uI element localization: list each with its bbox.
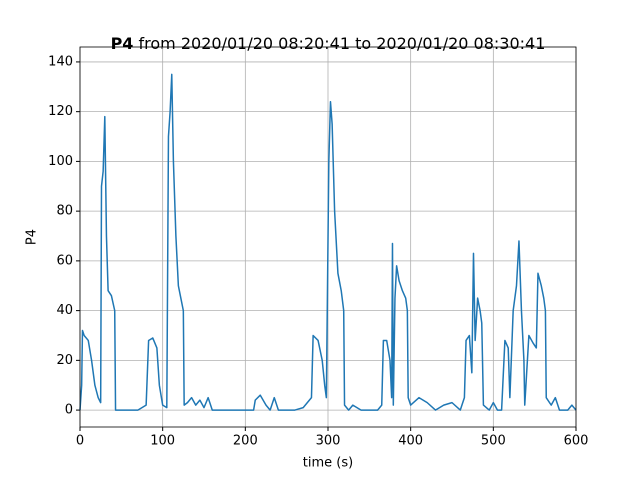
y-tick-label: 0 bbox=[65, 403, 73, 418]
data-line bbox=[79, 73, 577, 411]
x-tick-label: 0 bbox=[76, 434, 84, 449]
x-axis-label: time (s) bbox=[303, 456, 353, 471]
chart-title: P4 from 2020/01/20 08:20:41 to 2020/01/2… bbox=[111, 34, 546, 53]
x-tick-label: 500 bbox=[481, 434, 506, 449]
x-tick-label: 200 bbox=[233, 434, 258, 449]
x-tick-label: 100 bbox=[150, 434, 175, 449]
y-tick-label: 140 bbox=[48, 54, 73, 69]
y-tick-label: 20 bbox=[56, 353, 73, 368]
plot-frame bbox=[79, 46, 577, 428]
y-axis-label: P4 bbox=[25, 229, 40, 245]
y-tick-label: 80 bbox=[56, 204, 73, 219]
x-tick-label: 600 bbox=[564, 434, 589, 449]
title-text: from 2020/01/20 08:20:41 to 2020/01/20 0… bbox=[139, 34, 546, 53]
y-tick-label: 40 bbox=[56, 303, 73, 318]
y-tick-label: 120 bbox=[48, 104, 73, 119]
x-tick-label: 300 bbox=[316, 434, 341, 449]
y-tick-label: 100 bbox=[48, 154, 73, 169]
x-tick-label: 400 bbox=[398, 434, 423, 449]
y-tick-label: 60 bbox=[56, 253, 73, 268]
title-bold: P4 bbox=[111, 34, 134, 53]
